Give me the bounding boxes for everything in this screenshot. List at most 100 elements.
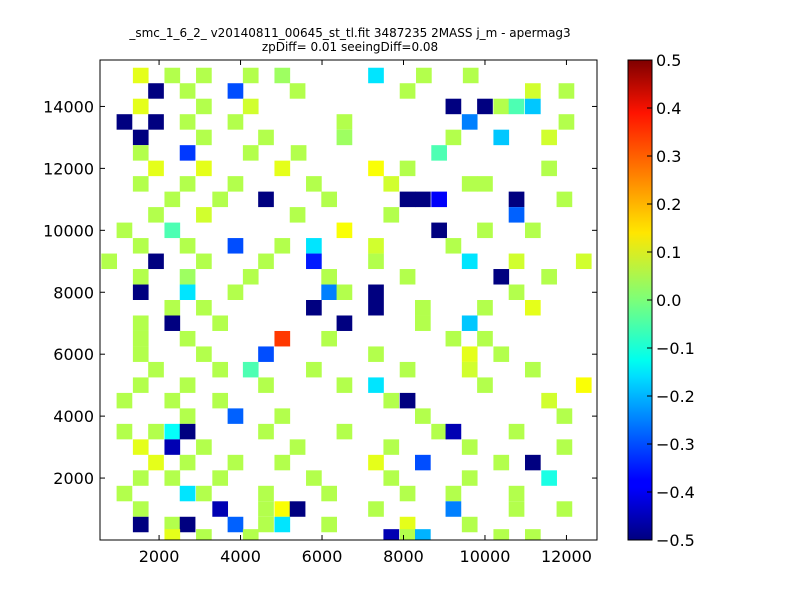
heatmap-cell <box>431 423 447 440</box>
heatmap-cell <box>493 129 510 146</box>
heatmap-cell <box>524 454 541 471</box>
x-tick-label: 6000 <box>302 547 343 566</box>
heatmap-cell <box>148 454 164 471</box>
heatmap-cell <box>541 269 557 285</box>
heatmap-cell <box>101 253 118 270</box>
heatmap-cell <box>541 160 557 177</box>
heatmap-cell <box>541 470 557 486</box>
heatmap-cell <box>431 222 447 239</box>
heatmap-cell <box>415 300 431 316</box>
heatmap-cell <box>461 516 478 533</box>
heatmap-cell <box>493 269 510 285</box>
chart-subtitle: zpDiff= 0.01 seeingDiff=0.08 <box>261 40 439 54</box>
heatmap-cell <box>179 238 196 254</box>
heatmap-cell <box>179 454 196 471</box>
heatmap-cell <box>508 423 525 440</box>
heatmap-cell <box>148 253 164 270</box>
heatmap-cell <box>431 145 447 161</box>
heatmap-cell <box>179 330 196 347</box>
heatmap-cell <box>258 501 274 517</box>
heatmap-cell <box>132 98 149 115</box>
heatmap-cell <box>132 129 149 146</box>
heatmap-cell <box>477 377 493 393</box>
heatmap-cell <box>477 98 493 115</box>
heatmap-cell <box>336 284 353 300</box>
x-tick-label: 4000 <box>220 547 261 566</box>
heatmap-cell <box>132 439 149 455</box>
x-tick-label: 10000 <box>460 547 511 566</box>
heatmap-cell <box>227 454 244 471</box>
heatmap-cell <box>336 423 353 440</box>
heatmap-cell <box>164 300 181 316</box>
heatmap-cell <box>556 191 573 208</box>
heatmap-cell <box>148 83 164 99</box>
heatmap-cell <box>508 485 525 502</box>
y-tick-label: 14000 <box>43 97 94 116</box>
heatmap-cell <box>179 485 196 502</box>
heatmap-cell <box>148 423 164 440</box>
heatmap-cell <box>132 284 149 300</box>
heatmap-cell <box>212 361 229 378</box>
heatmap-cell <box>212 392 229 409</box>
heatmap-cell <box>321 485 337 502</box>
heatmap-cell <box>415 315 431 331</box>
heatmap-cell <box>493 529 510 540</box>
heatmap-cell <box>368 284 384 300</box>
plot-area-frame <box>99 59 598 541</box>
heatmap-cell <box>242 361 259 378</box>
heatmap-cell <box>179 114 196 130</box>
heatmap-cell <box>290 145 307 161</box>
heatmap-cell <box>116 114 133 130</box>
heatmap-cell <box>164 191 181 208</box>
heatmap-cell <box>132 315 149 331</box>
heatmap-cell <box>227 516 244 533</box>
heatmap-cell <box>164 529 181 540</box>
colorbar-tick-label: −0.1 <box>656 339 695 358</box>
heatmap-cell <box>541 129 557 146</box>
heatmap-cell <box>196 98 212 115</box>
heatmap-cell <box>508 284 525 300</box>
heatmap-cell <box>336 114 353 130</box>
colorbar-tick-label: 0.2 <box>656 195 681 214</box>
heatmap-cell <box>306 176 322 192</box>
heatmap-cell <box>461 253 478 270</box>
heatmap-cell <box>383 392 400 409</box>
heatmap-cell <box>274 238 291 254</box>
heatmap-cell <box>258 423 274 440</box>
heatmap-cell <box>461 176 478 192</box>
heatmap-cell <box>508 191 525 208</box>
heatmap-cell <box>132 330 149 347</box>
heatmap-cell <box>461 361 478 378</box>
heatmap-cell <box>336 377 353 393</box>
x-tick-label: 2000 <box>139 547 180 566</box>
heatmap-cell <box>227 83 244 99</box>
heatmap-cell <box>258 516 274 533</box>
heatmap-cell <box>524 300 541 316</box>
heatmap-cell <box>227 176 244 192</box>
heatmap-cell <box>558 114 575 130</box>
heatmap-cell <box>132 176 149 192</box>
heatmap-cell <box>196 485 212 502</box>
chart-title: _smc_1_6_2_ v20140811_00645_st_tl.fit 34… <box>129 26 571 40</box>
heatmap-cell <box>164 516 181 533</box>
heatmap-cell <box>242 67 259 84</box>
heatmap-cell <box>445 330 462 347</box>
heatmap-cell <box>274 330 291 347</box>
heatmap-cell <box>306 361 322 378</box>
heatmap-cell <box>462 67 479 84</box>
heatmap-cell <box>179 176 196 192</box>
colorbar-tick-label: 0.1 <box>656 243 681 262</box>
heatmap-cell <box>179 83 196 99</box>
heatmap-cell <box>336 315 353 331</box>
heatmap-cell <box>258 253 274 270</box>
heatmap-cell <box>179 284 196 300</box>
heatmap-cell <box>508 207 525 223</box>
heatmap-cell <box>445 423 462 440</box>
heatmap-cell <box>399 191 416 208</box>
heatmap-cell <box>383 529 400 540</box>
heatmap-cell <box>227 408 244 424</box>
heatmap-cell <box>383 470 400 486</box>
heatmap-cell <box>179 408 196 424</box>
heatmap-cell <box>196 207 212 223</box>
y-tick-label: 6000 <box>53 345 94 364</box>
